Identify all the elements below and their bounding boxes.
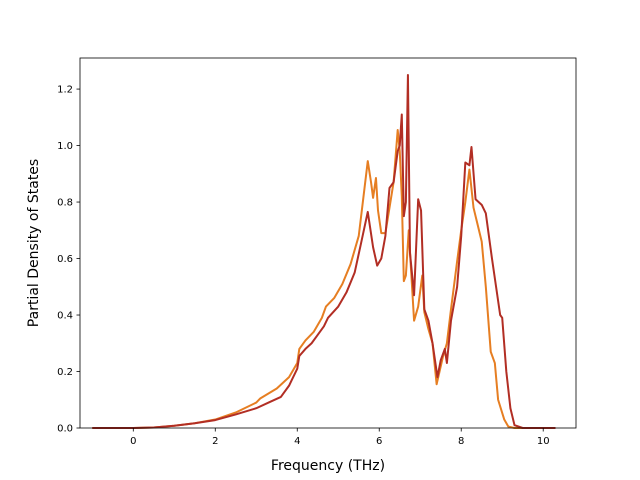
y-tick-label: 0.0 [57,424,73,435]
y-tick-label: 1.2 [57,85,73,96]
x-tick-label: 4 [294,436,300,447]
series-line-1 [92,129,556,429]
series-line-2 [92,73,556,429]
y-axis-label: Partial Density of States [26,159,42,327]
y-tick-label: 0.2 [57,367,73,378]
x-tick-label: 2 [212,436,218,447]
x-axis: 0 2 4 6 8 10 [130,428,550,447]
x-tick-label: 10 [537,436,550,447]
y-tick-label: 1.0 [57,141,73,152]
x-tick-label: 6 [376,436,382,447]
y-tick-label: 0.8 [57,198,73,209]
series-layer [92,73,556,429]
plot-frame [79,57,577,429]
y-tick-label: 0.4 [57,311,73,322]
x-axis-label: Frequency (THz) [271,458,385,474]
x-tick-label: 0 [130,436,136,447]
y-tick-label: 0.6 [57,254,73,265]
y-axis: 0.0 0.2 0.4 0.6 0.8 1.0 1.2 [57,85,80,435]
x-tick-label: 8 [458,436,464,447]
